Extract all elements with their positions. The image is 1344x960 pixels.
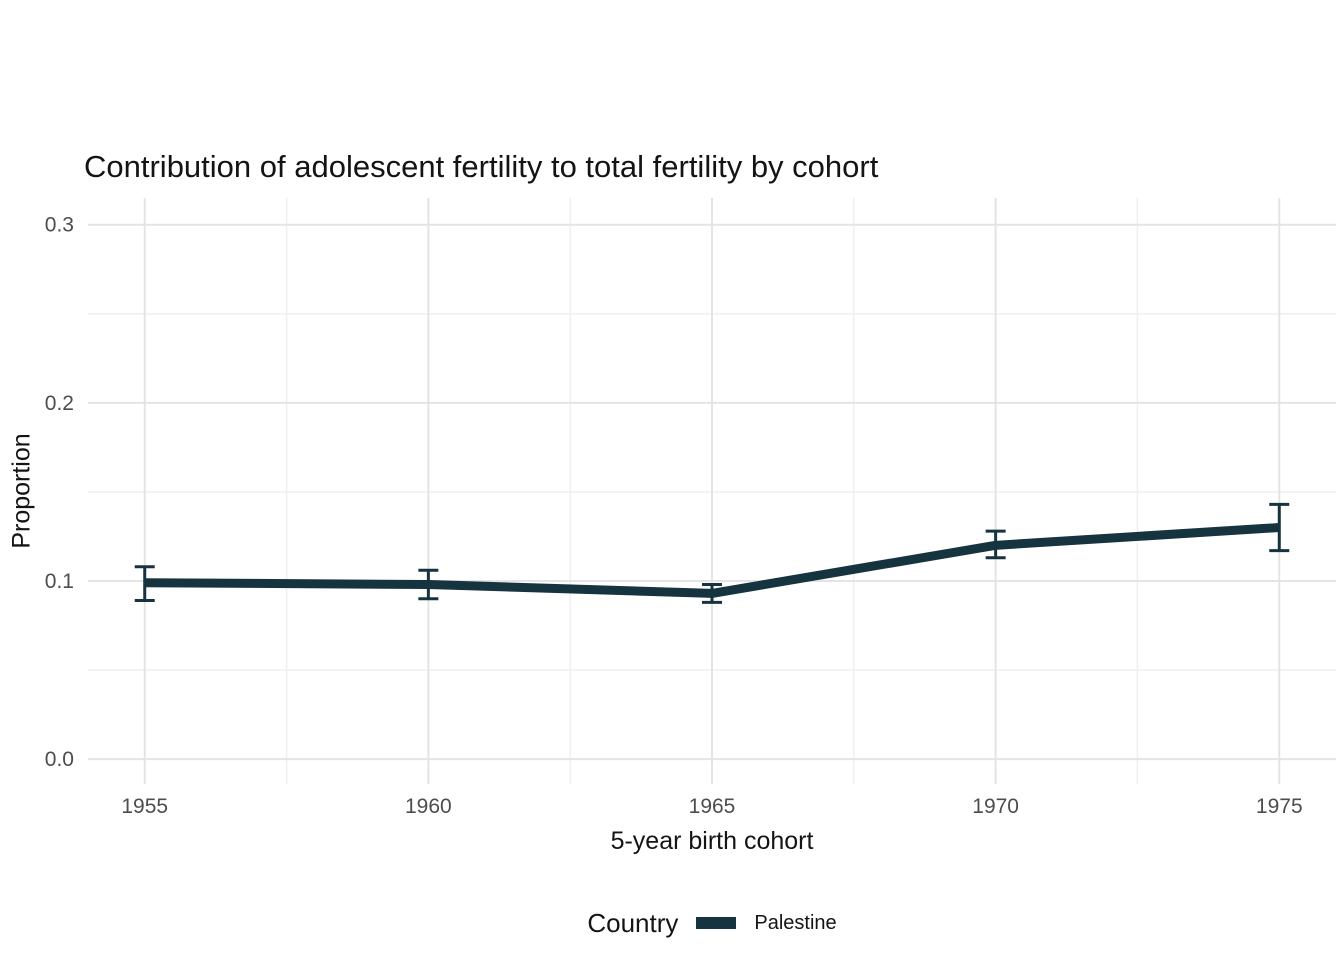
y-tick-label: 0.3 <box>45 214 74 237</box>
x-axis-title: 5-year birth cohort <box>610 827 814 855</box>
x-tick-label: 1970 <box>972 795 1019 818</box>
y-tick-label: 0.2 <box>45 392 74 415</box>
x-tick-label: 1975 <box>1256 795 1303 818</box>
gridlines-major <box>88 198 1336 784</box>
x-tick-label: 1955 <box>121 795 168 818</box>
legend-label-palestine: Palestine <box>754 911 837 934</box>
y-axis-title: Proportion <box>7 433 36 549</box>
chart-title: Contribution of adolescent fertility to … <box>84 149 879 184</box>
plot-area: 0.0 0.1 0.2 0.3 1955 1960 1965 1970 1975 <box>45 198 1336 818</box>
legend-swatch-palestine <box>696 917 737 929</box>
y-tick-label: 0.0 <box>45 748 74 771</box>
legend: Country Palestine <box>88 903 1336 943</box>
y-tick-label: 0.1 <box>45 570 74 593</box>
error-bars-palestine <box>134 502 1290 604</box>
x-tick-label: 1960 <box>405 795 452 818</box>
y-tick-labels: 0.0 0.1 0.2 0.3 <box>45 214 74 771</box>
x-tick-label: 1965 <box>689 795 736 818</box>
legend-title: Country <box>587 907 679 938</box>
data-line-palestine <box>144 523 1280 598</box>
x-tick-labels: 1955 1960 1965 1970 1975 <box>121 795 1302 818</box>
